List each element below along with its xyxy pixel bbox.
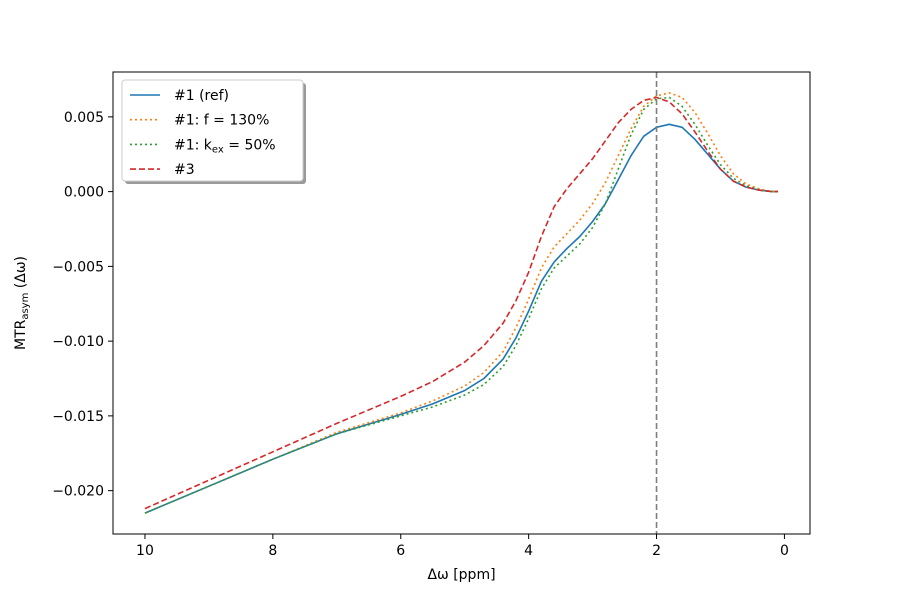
series-layer <box>144 92 778 514</box>
y-axis-label-rest: (Δω) <box>13 256 29 293</box>
x-tick-label: 8 <box>268 543 277 559</box>
legend-box <box>121 79 304 182</box>
x-axis-label: Δω [ppm] <box>427 567 495 583</box>
y-axis-ticks: 0.005 0.000 −0.005 −0.010 −0.015 −0.020 <box>52 110 113 500</box>
series-line-3 <box>144 96 778 514</box>
x-tick-label: 0 <box>780 543 789 559</box>
legend-label: #1: kex = 50% <box>174 137 276 155</box>
y-axis-label-subscript: asym <box>20 293 31 320</box>
y-tick-label: −0.010 <box>52 334 104 350</box>
x-tick-label: 4 <box>524 543 533 559</box>
x-tick-label: 10 <box>136 543 154 559</box>
legend-label: #1: f = 130% <box>174 113 269 129</box>
x-tick-label: 2 <box>652 543 661 559</box>
legend-label: #1 (ref) <box>174 88 229 104</box>
y-axis-label-main: MTR <box>13 319 29 350</box>
y-axis-label: MTRasym (Δω) <box>13 256 31 350</box>
series-line-2 <box>144 92 778 514</box>
y-tick-label: −0.020 <box>52 484 104 500</box>
y-tick-label: −0.015 <box>52 409 104 425</box>
y-tick-label: −0.005 <box>52 259 104 275</box>
legend: #1 (ref) #1: f = 130% #1: kex = 50% #3 <box>121 79 306 184</box>
x-axis-ticks: 10 8 6 4 2 0 <box>136 534 789 559</box>
axes-frame <box>112 71 811 535</box>
legend-label: #3 <box>174 162 195 178</box>
y-tick-label: 0.000 <box>64 185 104 201</box>
x-tick-label: 6 <box>396 543 405 559</box>
y-tick-label: 0.005 <box>64 110 104 126</box>
series-line-4 <box>144 96 778 510</box>
